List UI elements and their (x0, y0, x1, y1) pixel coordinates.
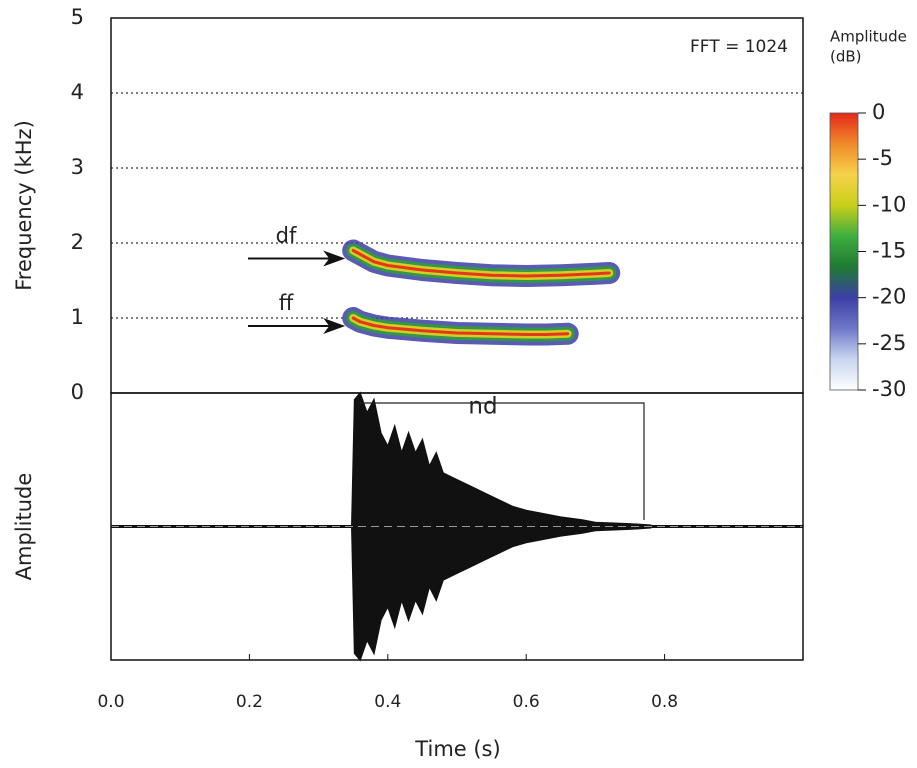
x-tick-label: 0.8 (651, 692, 678, 712)
y-tick-label: 4 (71, 80, 84, 104)
y-tick-label: 2 (71, 230, 84, 254)
y-tick-label: 5 (71, 5, 84, 29)
colorbar-tick-label: -25 (872, 331, 906, 355)
harmonic-track (351, 316, 570, 336)
colorbar-tick-label: -5 (872, 146, 893, 170)
colorbar-tick-label: -10 (872, 192, 906, 216)
colorbar-tick-label: -20 (872, 285, 906, 309)
plot-frame (110, 392, 804, 661)
y-tick-label: 0 (71, 380, 84, 404)
colorbar-title: Amplitude (830, 28, 907, 46)
track-label: ff (279, 291, 294, 315)
nd-label: nd (468, 394, 497, 420)
x-tick-label: 0.4 (374, 692, 401, 712)
colorbar-tick-label: -15 (872, 239, 906, 263)
fft-annotation: FFT = 1024 (690, 37, 788, 57)
colorbar (829, 112, 859, 391)
y-axis-label: Amplitude (12, 473, 36, 581)
x-tick-label: 0.0 (97, 692, 124, 712)
track-label: df (276, 224, 297, 248)
y-axis-label: Frequency (kHz) (12, 120, 36, 291)
arrow-head (323, 250, 346, 267)
colorbar-tick-label: 0 (872, 100, 885, 124)
y-tick-label: 1 (71, 305, 84, 329)
harmonic-track (351, 249, 611, 278)
colorbar-tick-label: -30 (872, 377, 906, 401)
x-tick-label: 0.6 (513, 692, 540, 712)
arrow-head (323, 318, 346, 334)
y-tick-label: 3 (71, 155, 84, 179)
x-tick-label: 0.2 (236, 692, 263, 712)
colorbar-title: (dB) (830, 48, 862, 66)
x-axis-label: Time (s) (414, 737, 500, 761)
